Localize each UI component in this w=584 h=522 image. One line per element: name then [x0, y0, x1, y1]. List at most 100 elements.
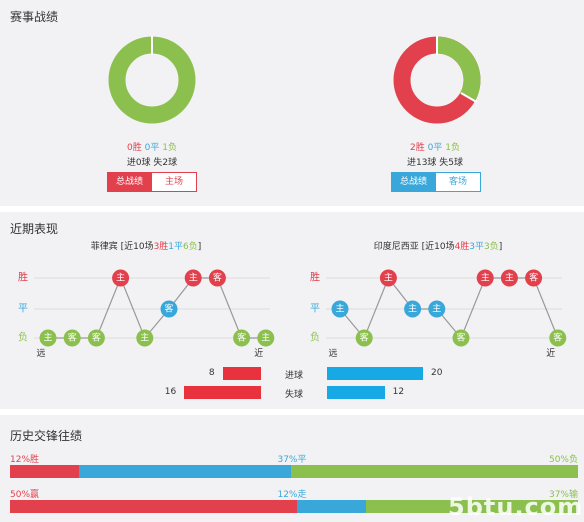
right-conceded-bar — [327, 386, 385, 399]
left-match-marker — [160, 300, 178, 318]
history-segment-win — [10, 465, 79, 478]
left-match-marker — [63, 329, 81, 347]
recent-panel: 近期表现 菲律宾 [近10场3胜1平6负] 印度尼西亚 [近10场4胜3平3负]… — [0, 212, 584, 409]
right-match-marker — [525, 269, 543, 287]
right-scored-value: 20 — [431, 368, 443, 378]
right-recent-losses: 3负 — [484, 242, 499, 252]
left-conceded-value: 16 — [164, 387, 177, 397]
history-row2-draw-label: 12%走 — [277, 490, 307, 500]
left-recent-suffix: ] — [197, 242, 202, 252]
left-scored-value: 8 — [208, 368, 215, 378]
history-row1-loss-label: 50%负 — [548, 455, 578, 465]
right-match-venue: 客 — [456, 332, 465, 344]
history-row1-draw-label: 37%平 — [277, 455, 307, 465]
right-tab-overall[interactable]: 总战绩 — [391, 172, 436, 192]
right-match-venue: 客 — [529, 272, 538, 284]
left-tab-overall[interactable]: 总战绩 — [107, 172, 152, 192]
right-row-label: 胜 — [310, 272, 320, 284]
right-match-venue: 主 — [335, 303, 344, 315]
right-recent-wins: 4胜 — [454, 242, 470, 252]
right-team-name: 印度尼西亚 — [373, 242, 419, 252]
left-recent-losses: 6负 — [183, 242, 198, 252]
left-team-recent-summary: 菲律宾 [近10场3胜1平6负] — [0, 239, 292, 252]
right-near-label: 近 — [546, 347, 555, 359]
left-row-label: 平 — [18, 304, 28, 315]
left-match-venue: 主 — [261, 332, 270, 344]
right-tab-away[interactable]: 客场 — [435, 172, 481, 192]
right-match-marker — [476, 269, 494, 287]
right-match-marker — [549, 329, 567, 347]
right-match-marker — [355, 329, 373, 347]
right-match-venue: 主 — [505, 272, 514, 284]
right-far-label: 远 — [328, 348, 337, 359]
right-match-marker — [379, 269, 397, 287]
record-title: 赛事战绩 — [10, 10, 59, 24]
right-match-venue: 主 — [481, 272, 490, 284]
right-form-chart: 胜平负主客主主 主客主主客客远近 — [310, 269, 567, 359]
left-match-venue: 客 — [213, 272, 222, 284]
left-conceded-bar — [184, 386, 261, 399]
right-match-marker — [452, 329, 470, 347]
left-goals-summary: 进0球 失2球 — [126, 158, 178, 168]
left-donut-chart — [108, 36, 196, 124]
conceded-label: 失球 — [284, 390, 303, 400]
left-match-marker — [257, 329, 275, 347]
left-form-line — [48, 276, 266, 340]
right-recent-suffix: ] — [498, 242, 503, 252]
right-scored-bar — [327, 367, 423, 380]
left-match-venue: 主 — [116, 272, 125, 284]
right-match-venue: 主 — [432, 303, 441, 315]
right-team-recent-summary: 印度尼西亚 [近10场4胜3平3负] — [292, 239, 584, 252]
right-draw-count: 0平 — [427, 143, 443, 153]
left-loss-count: 1负 — [162, 143, 177, 153]
left-form-chart: 胜平负主客客主主客主 客客 主远近 — [18, 269, 275, 359]
history-segment-draw — [296, 500, 366, 513]
left-team-name: 菲律宾 — [90, 242, 118, 252]
left-match-marker — [87, 329, 105, 347]
left-win-count: 0胜 — [127, 143, 142, 153]
right-match-marker — [500, 269, 518, 287]
right-match-venue: 客 — [553, 332, 562, 344]
left-row-label: 胜 — [18, 272, 28, 284]
right-form-line — [339, 276, 559, 340]
left-scored-bar — [222, 367, 261, 380]
history-row1-win-label: 12%胜 — [10, 455, 40, 465]
left-far-label: 远 — [36, 348, 45, 359]
right-match-marker — [404, 300, 422, 318]
history-segment-loss — [291, 465, 578, 478]
scored-label: 进球 — [284, 371, 303, 381]
left-match-venue: 主 — [43, 332, 52, 344]
right-record-stats: 2胜 0平 1负 — [288, 140, 582, 153]
history-panel: 历史交锋往绩 12%胜 37%平 50%负 50%赢 12%走 37%输 5bt… — [0, 415, 584, 522]
right-conceded-value: 12 — [392, 387, 405, 397]
right-match-venue: 主 — [408, 303, 417, 315]
history-row1-bar — [10, 465, 578, 478]
record-panel: 赛事战绩 0胜 0平 1负 进0球 失2球 2胜 0平 1负 进13球 失5球 … — [0, 0, 584, 206]
right-recent-prefix: [近10场 — [421, 242, 455, 252]
history-row2-bar — [10, 500, 578, 513]
right-row-label: 负 — [310, 331, 320, 344]
left-match-marker — [208, 269, 226, 287]
left-match-marker — [233, 329, 251, 347]
right-match-venue: 客 — [360, 332, 369, 344]
left-match-venue: 主 — [140, 332, 149, 344]
right-donut-chart — [393, 36, 481, 124]
site-watermark: 5btu.com — [448, 493, 584, 521]
left-match-marker — [112, 269, 130, 287]
history-segment-loss — [365, 500, 578, 513]
left-match-marker — [39, 329, 57, 347]
left-match-marker — [136, 329, 154, 347]
right-match-venue: 主 — [384, 272, 393, 284]
right-goals-summary: 进13球 失5球 — [406, 158, 464, 168]
left-match-venue: 主 — [189, 272, 198, 284]
history-row2-win-label: 50%赢 — [10, 490, 40, 500]
left-recent-wins: 3胜 — [153, 242, 169, 252]
left-row-label: 负 — [18, 331, 28, 344]
recent-title: 近期表现 — [10, 222, 59, 236]
left-tab-home[interactable]: 主场 — [151, 172, 197, 192]
left-recent-draws: 1平 — [168, 242, 184, 252]
left-draw-count: 0平 — [144, 143, 160, 153]
left-match-marker — [184, 269, 202, 287]
right-win-count: 2胜 — [410, 143, 425, 153]
right-loss-count: 1负 — [445, 143, 460, 153]
